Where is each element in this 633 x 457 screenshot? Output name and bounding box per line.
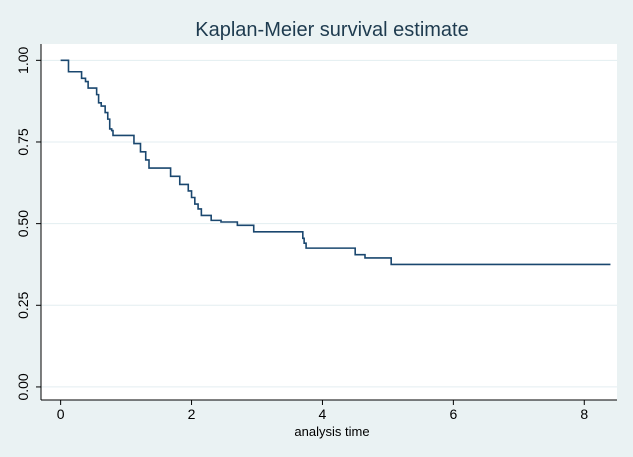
y-tick-label-1: 0.25: [15, 291, 31, 318]
x-tick-label-2: 4: [319, 406, 327, 422]
plot-area: 0.00 0.25 0.50 0.75 1.00 0 2 4 6 8: [15, 44, 617, 422]
y-tick-label-4: 1.00: [15, 46, 31, 73]
x-tick-label-0: 0: [57, 406, 65, 422]
x-axis-title: analysis time: [294, 424, 369, 439]
y-tick-label-2: 0.50: [15, 210, 31, 237]
y-tick-label-3: 0.75: [15, 128, 31, 155]
survival-step-line-0: [60, 59, 611, 266]
x-tick-label-1: 2: [188, 406, 196, 422]
plot-background: [41, 44, 617, 400]
x-tick-label-3: 6: [449, 406, 457, 422]
y-tick-label-0: 0.00: [15, 373, 31, 400]
x-tick-label-4: 8: [580, 406, 588, 422]
chart-title: Kaplan-Meier survival estimate: [195, 19, 468, 41]
